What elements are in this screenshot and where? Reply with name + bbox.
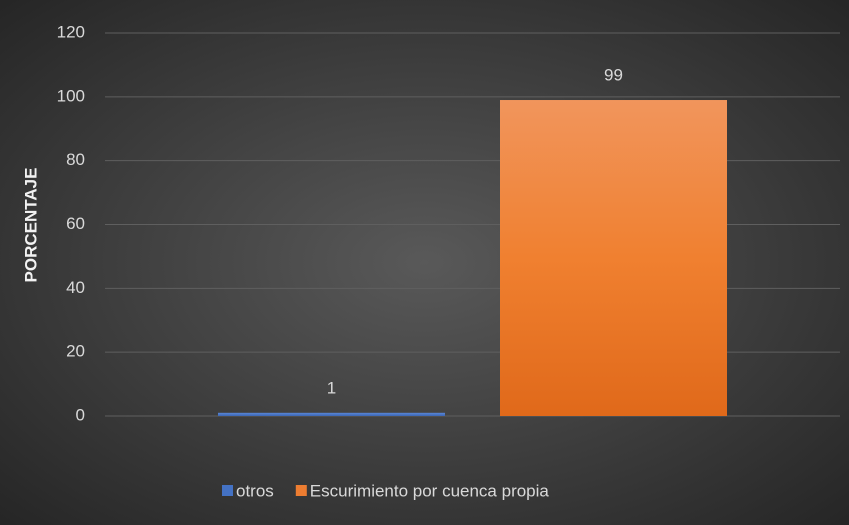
y-tick-label: 0 [76, 405, 85, 424]
y-tick-label: 120 [57, 22, 85, 41]
legend-label: Escurimiento por cuenca propia [310, 481, 550, 500]
legend-swatch [222, 485, 233, 496]
y-tick-label: 100 [57, 86, 85, 105]
y-tick-label: 20 [66, 342, 85, 361]
y-tick-label: 80 [66, 150, 85, 169]
y-axis-title: PORCENTAJE [21, 168, 40, 283]
bar [500, 100, 727, 417]
bar [218, 412, 445, 416]
y-tick-label: 40 [66, 278, 85, 297]
y-tick-label: 60 [66, 214, 85, 233]
data-label: 99 [604, 66, 623, 85]
legend-label: otros [236, 481, 274, 500]
data-label: 1 [327, 378, 336, 397]
legend-swatch [295, 485, 307, 496]
